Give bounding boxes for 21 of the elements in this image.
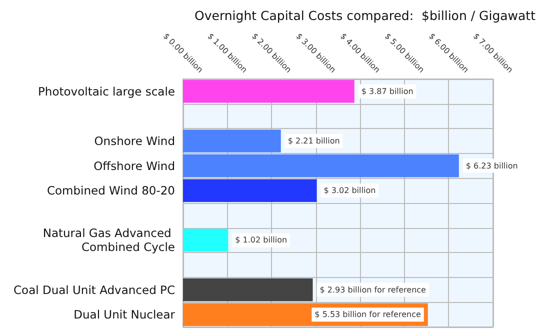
- data-label: $ 3.02 billion: [324, 186, 376, 196]
- bar: [183, 228, 228, 252]
- y-tick-label: Natural Gas Advanced Combined Cycle: [42, 226, 175, 254]
- data-label: $ 1.02 billion: [235, 236, 288, 245]
- bar: [183, 154, 459, 178]
- bar: [183, 278, 313, 302]
- y-tick-label: Dual Unit Nuclear: [74, 308, 176, 322]
- data-label: $ 3.87 billion: [361, 86, 414, 96]
- y-tick-label: Offshore Wind: [94, 158, 175, 173]
- y-tick-label: Coal Dual Unit Advanced PC: [14, 282, 175, 297]
- y-tick-label: Combined Wind 80-20: [46, 184, 175, 198]
- y-tick-label: Photovoltaic large scale: [38, 84, 175, 98]
- data-label: $ 6.23 billion: [466, 161, 518, 170]
- bar: [183, 130, 281, 152]
- bar: [183, 80, 354, 103]
- y-tick-label: Onshore Wind: [94, 134, 175, 148]
- chart-title: Overnight Capital Costs compared: $billion / Gigawatt: [194, 8, 536, 23]
- bar: [183, 179, 317, 202]
- data-label: $ 2.93 billion for reference: [320, 285, 426, 294]
- data-label: $ 2.21 billion: [288, 136, 340, 146]
- data-label: $ 5.53 billion for reference: [314, 310, 421, 320]
